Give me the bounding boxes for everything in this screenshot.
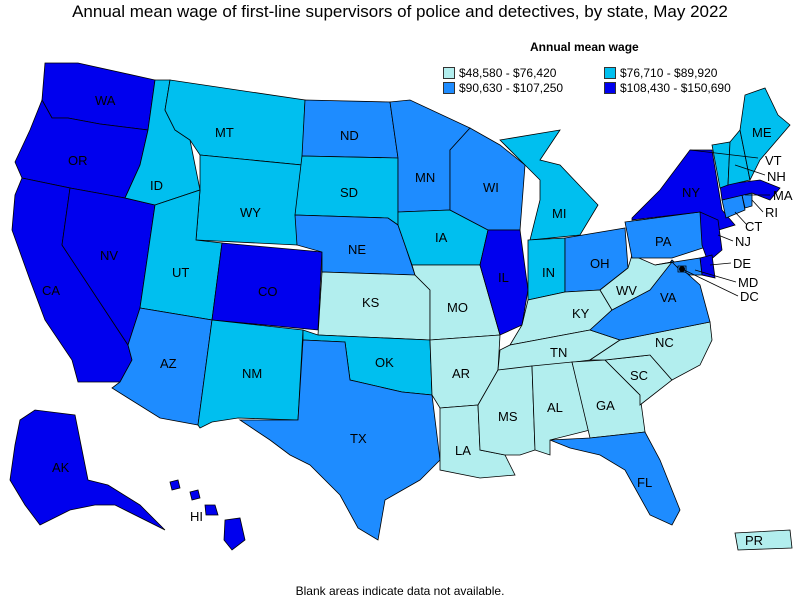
label-wa: WA [95,93,116,108]
label-mi: MI [552,206,566,221]
state-ny[interactable] [631,149,736,233]
label-in: IN [542,265,555,280]
label-wy: WY [240,205,261,220]
label-ny: NY [682,185,700,200]
label-dc: DC [740,289,759,304]
label-ks: KS [362,295,380,310]
label-mn: MN [415,170,435,185]
label-va: VA [660,290,677,305]
legend-item-2: $76,710 - $89,920 [604,66,717,80]
legend-label-2: $76,710 - $89,920 [620,66,718,80]
leader-md [694,269,737,283]
footnote: Blank areas indicate data not available. [295,584,505,598]
legend-swatch-4 [604,82,616,94]
label-ak: AK [52,460,70,475]
label-mo: MO [447,300,468,315]
label-ga: GA [596,398,615,413]
label-mt: MT [215,125,234,140]
legend-label-1: $48,580 - $76,420 [459,66,557,80]
label-ut: UT [172,265,189,280]
state-ak[interactable] [9,409,166,531]
label-ky: KY [572,306,590,321]
label-ct: CT [745,219,762,234]
label-nc: NC [655,335,674,350]
label-vt: VT [765,153,782,168]
leader-dc [681,268,739,297]
label-ne: NE [348,242,366,257]
label-ar: AR [452,366,470,381]
legend-swatch-2 [604,67,616,79]
label-la: LA [455,443,471,458]
label-pa: PA [655,234,672,249]
dc-marker [679,266,685,272]
label-nv: NV [100,248,118,263]
leader-ct [734,211,748,226]
label-tx: TX [350,431,367,446]
leader-ri [751,199,764,213]
legend-label-3: $90,630 - $107,250 [459,81,564,95]
state-nm[interactable] [197,319,304,429]
state-il[interactable] [479,229,529,336]
leader-nh [734,164,766,176]
label-ok: OK [375,355,394,370]
label-il: IL [498,270,509,285]
leader-nj [717,234,734,242]
label-md: MD [738,275,758,290]
label-nh: NH [767,169,786,184]
label-oh: OH [590,256,610,271]
legend-item-4: $108,430 - $150,690 [604,81,731,95]
label-nj: NJ [735,234,751,249]
map-title: Annual mean wage of first-line superviso… [72,2,728,21]
label-sc: SC [630,368,648,383]
legend-swatch-1 [443,67,455,79]
state-hi[interactable] [223,517,246,551]
state-pr[interactable] [734,529,793,551]
state-ms[interactable] [477,365,536,456]
legend-item-1: $48,580 - $76,420 [443,66,556,80]
label-wv: WV [616,283,637,298]
leader-de [709,262,732,266]
label-az: AZ [160,356,177,371]
state-hi-kauai[interactable] [169,479,181,491]
label-al: AL [547,400,563,415]
label-nm: NM [242,366,262,381]
state-tx[interactable] [238,339,441,541]
label-de: DE [733,256,751,271]
legend-item-3: $90,630 - $107,250 [443,81,563,95]
state-fl[interactable] [549,431,681,526]
state-nj[interactable] [699,211,723,263]
label-or: OR [68,153,88,168]
state-mi[interactable] [499,129,599,241]
label-ri: RI [765,205,778,220]
label-ia: IA [435,230,448,245]
legend-title: Annual mean wage [530,40,639,54]
label-me: ME [752,125,772,140]
state-hi-oahu[interactable] [189,489,201,501]
label-wi: WI [483,180,499,195]
label-ca: CA [42,283,60,298]
state-hi-maui[interactable] [204,504,219,516]
label-nd: ND [340,128,359,143]
state-wy[interactable] [195,154,303,246]
label-sd: SD [340,185,358,200]
label-fl: FL [637,475,652,490]
label-co: CO [258,284,278,299]
label-ma: MA [773,188,793,203]
label-tn: TN [550,345,567,360]
label-pr: PR [745,533,763,548]
legend-label-4: $108,430 - $150,690 [620,81,731,95]
legend-swatch-3 [443,82,455,94]
label-id: ID [150,178,163,193]
state-wi[interactable] [449,127,526,231]
label-hi: HI [190,509,203,524]
leader-vt [689,149,759,159]
label-ms: MS [498,409,518,424]
